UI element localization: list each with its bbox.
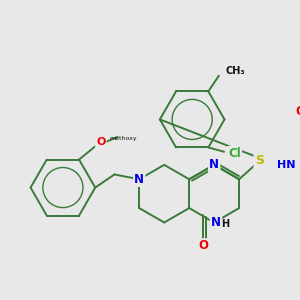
Text: N: N: [209, 158, 219, 171]
Text: Cl: Cl: [228, 147, 241, 160]
Text: HN: HN: [277, 160, 296, 170]
Text: CH₃: CH₃: [226, 66, 245, 76]
Text: methoxy: methoxy: [109, 136, 136, 141]
Text: O: O: [295, 105, 300, 118]
Text: S: S: [255, 154, 264, 167]
Text: O: O: [96, 137, 106, 147]
Text: O: O: [198, 239, 208, 252]
Text: N: N: [211, 216, 221, 229]
Text: N: N: [134, 173, 144, 186]
Text: H: H: [221, 219, 230, 229]
